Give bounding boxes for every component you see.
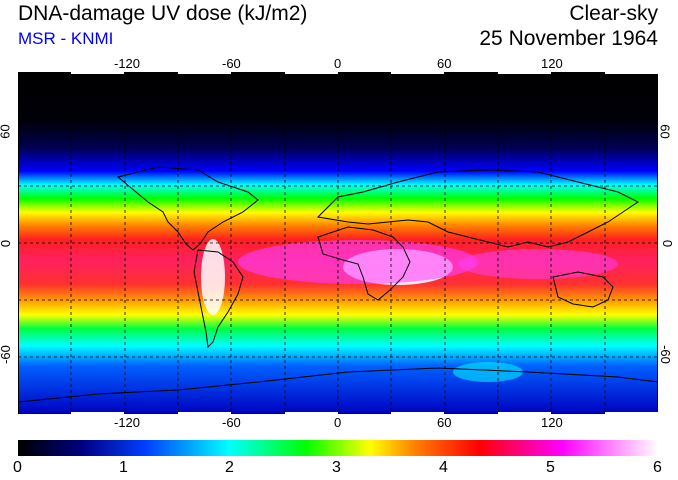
lat-tick-right: -60 xyxy=(657,345,673,364)
graticule xyxy=(18,72,658,414)
lat-tick-left: -60 xyxy=(0,345,13,364)
lon-tick-top: -120 xyxy=(114,56,141,71)
lat-tick-right: 0 xyxy=(660,239,676,248)
frame-tick-bars xyxy=(71,72,658,414)
lon-tick-bottom: 60 xyxy=(437,415,452,430)
colorbar-label: 0 xyxy=(13,459,22,476)
lon-tick-top: 0 xyxy=(334,56,342,71)
lon-tick-bottom: 0 xyxy=(334,415,342,430)
sky-condition-label: Clear-sky xyxy=(569,2,658,25)
coastline-south-america xyxy=(193,249,244,349)
uv-peak-pacific xyxy=(458,249,618,279)
lat-tick-left: 60 xyxy=(0,124,13,139)
lon-tick-bottom: -60 xyxy=(222,415,241,430)
credit-label: MSR - KNMI xyxy=(18,29,114,48)
coastline-africa xyxy=(317,226,411,301)
uv-peak-tropics xyxy=(238,240,478,284)
map-title: DNA-damage UV dose (kJ/m2) xyxy=(18,2,308,25)
colorbar-label: 6 xyxy=(653,459,662,476)
colorbar-label: 5 xyxy=(546,459,555,476)
date-label: 25 November 1964 xyxy=(479,27,658,50)
colorbar-label: 2 xyxy=(225,459,234,476)
uv-dose-map xyxy=(18,72,658,414)
uv-peak-america xyxy=(201,239,225,315)
lon-tick-top: 60 xyxy=(437,56,452,71)
lon-tick-bottom: -120 xyxy=(114,415,141,430)
coastline-europe-asia xyxy=(316,169,639,248)
colorbar-label: 3 xyxy=(332,459,341,476)
coastline-north-america xyxy=(116,166,259,251)
color-scale-bar xyxy=(18,440,658,456)
lat-tick-left: 0 xyxy=(0,240,13,247)
colorbar-label: 4 xyxy=(439,459,448,476)
uv-antarctic-high xyxy=(453,362,523,382)
lon-tick-top: -60 xyxy=(222,56,241,71)
colorbar-label: 1 xyxy=(119,459,128,476)
lon-tick-top: 120 xyxy=(541,56,563,71)
lat-tick-right: 60 xyxy=(657,124,673,139)
lon-tick-bottom: 120 xyxy=(541,415,563,430)
